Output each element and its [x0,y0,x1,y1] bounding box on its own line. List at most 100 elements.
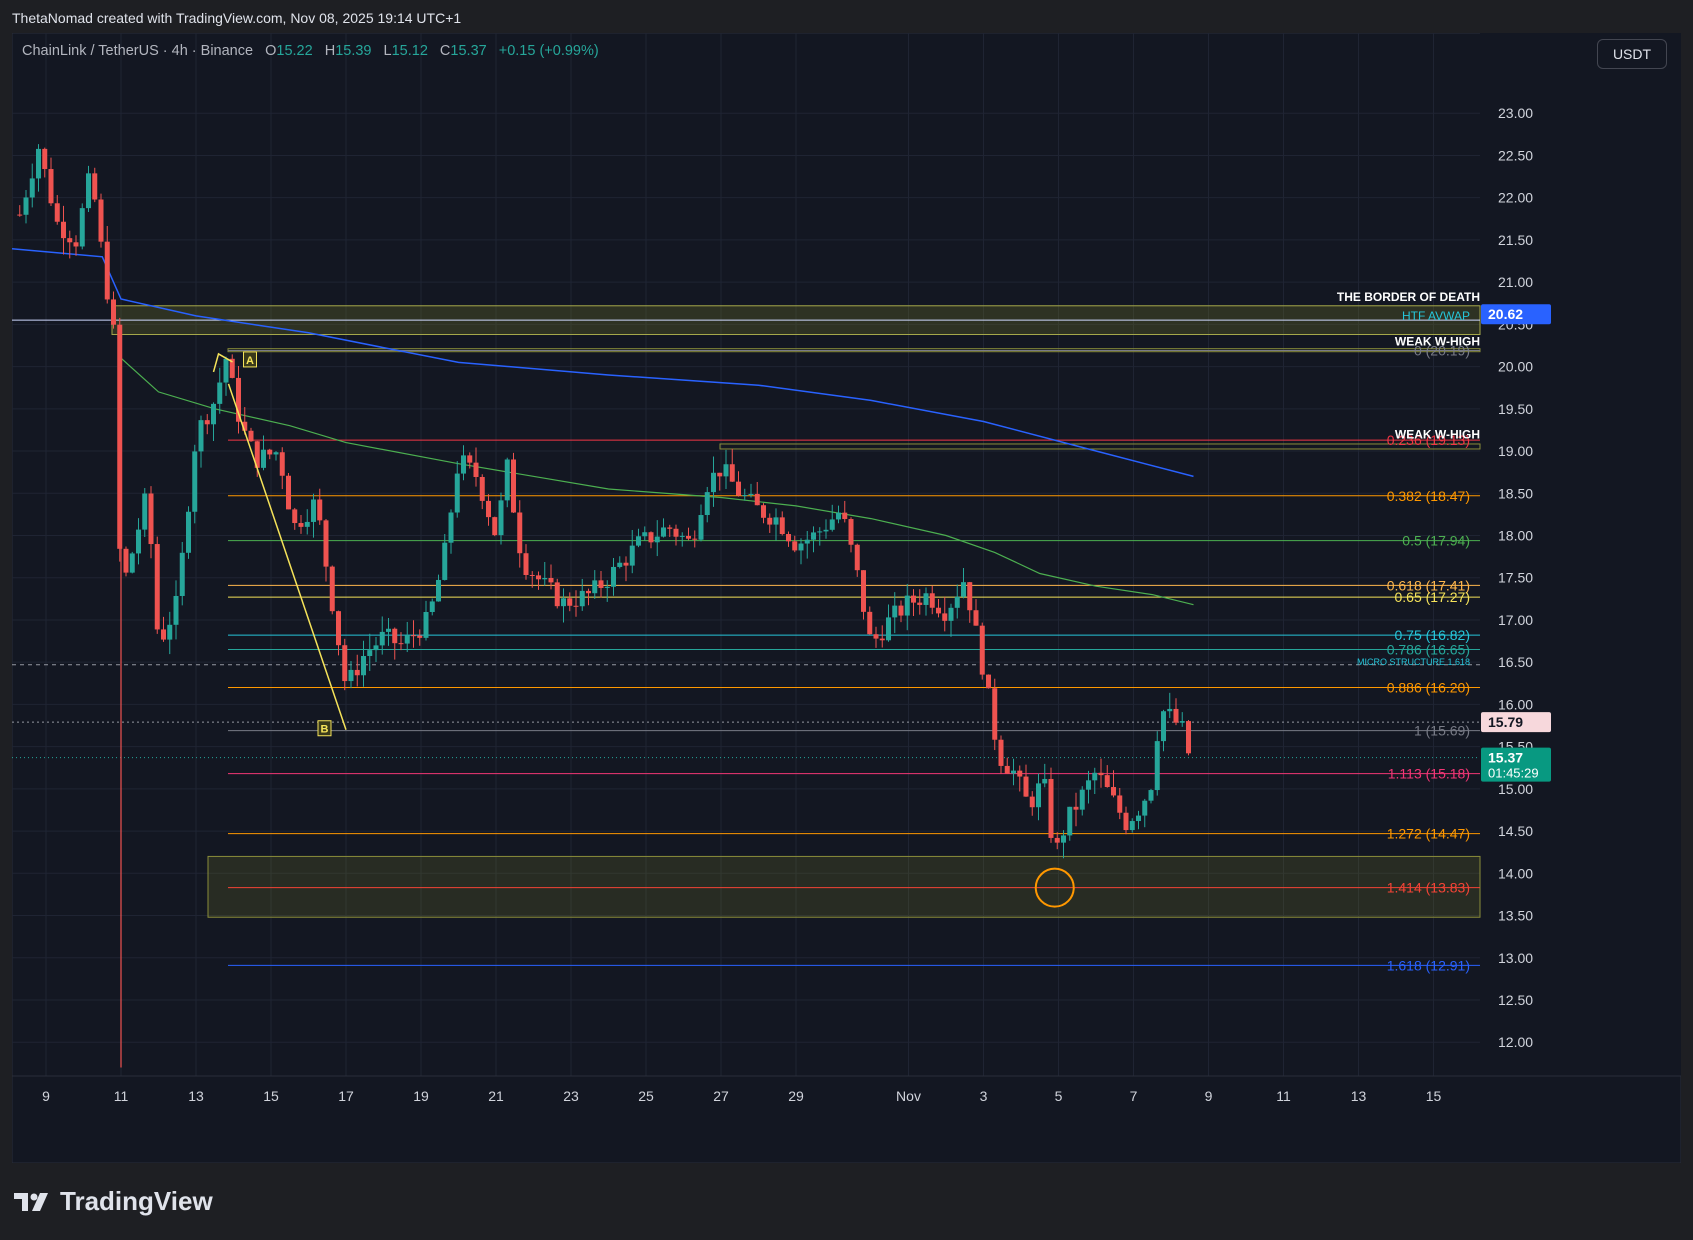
candle[interactable] [1098,772,1104,776]
candle[interactable] [654,536,660,543]
candle[interactable] [54,203,60,222]
candle[interactable] [942,613,948,621]
candle[interactable] [73,242,79,247]
candle[interactable] [786,534,791,542]
candle[interactable] [598,580,604,588]
candle[interactable] [842,512,848,520]
candle[interactable] [23,197,29,215]
candle[interactable] [304,521,310,527]
candle[interactable] [936,607,941,614]
price-axis-background[interactable] [1480,33,1681,1076]
candle[interactable] [386,628,391,632]
candle[interactable] [479,477,485,501]
candle[interactable] [529,575,535,577]
candle[interactable] [142,493,148,530]
candle[interactable] [98,199,104,242]
candle[interactable] [873,634,879,639]
candle[interactable] [954,596,960,608]
candle[interactable] [611,566,616,587]
candle[interactable] [1042,778,1048,784]
candle[interactable] [673,528,679,537]
candle[interactable] [17,214,23,216]
candle[interactable] [898,605,904,616]
candle[interactable] [454,473,460,513]
candle[interactable] [592,580,598,594]
candle[interactable] [179,552,185,596]
candle[interactable] [904,595,910,616]
candle[interactable] [223,358,229,383]
candle[interactable] [767,517,773,525]
candle[interactable] [661,527,666,537]
candle[interactable] [317,499,323,521]
candle[interactable] [554,582,560,607]
candle[interactable] [398,643,404,645]
candle[interactable] [1029,796,1035,808]
candle[interactable] [1023,776,1029,797]
candle[interactable] [267,449,273,455]
candle[interactable] [1129,821,1135,831]
candle[interactable] [1011,770,1016,774]
candle[interactable] [1173,708,1179,723]
candle[interactable] [823,529,829,532]
candle[interactable] [586,590,591,594]
candle[interactable] [198,420,204,452]
candle[interactable] [1054,837,1060,843]
candle[interactable] [1004,765,1010,774]
candle[interactable] [917,602,923,605]
point-a-box[interactable] [243,351,257,368]
candle[interactable] [461,455,466,474]
candle[interactable] [417,635,423,638]
candle[interactable] [604,586,610,588]
candle[interactable] [361,656,366,676]
candle[interactable] [192,451,198,512]
candle[interactable] [279,452,285,476]
candle[interactable] [1067,806,1073,836]
candle[interactable] [173,595,179,625]
candle[interactable] [236,377,241,422]
candle[interactable] [1186,721,1191,754]
candle[interactable] [929,593,935,608]
candle[interactable] [373,645,379,651]
candle[interactable] [311,499,316,522]
candle[interactable] [1179,721,1185,723]
candle[interactable] [1117,795,1123,813]
ab-swing-line[interactable] [227,383,347,730]
price-chart[interactable]: 23.0022.5022.0021.5021.0020.5020.0019.50… [12,33,1681,1163]
candle[interactable] [829,519,835,530]
candle[interactable] [986,674,991,689]
candle[interactable] [242,421,248,431]
candle[interactable] [48,169,54,204]
candle[interactable] [448,512,454,543]
candle[interactable] [186,511,191,553]
candle[interactable] [392,628,398,644]
candle[interactable] [642,532,648,537]
candle[interactable] [561,598,566,607]
candle[interactable] [286,475,291,510]
candle[interactable] [1073,806,1079,810]
candle[interactable] [254,441,260,468]
candle[interactable] [1161,711,1166,742]
candle[interactable] [117,324,123,549]
candle[interactable] [992,688,998,740]
candle[interactable] [854,544,860,571]
candle[interactable] [154,544,160,630]
demand-zone[interactable] [207,855,1481,918]
candle[interactable] [686,535,691,539]
candle[interactable] [861,570,866,612]
candle[interactable] [79,208,85,247]
candle[interactable] [748,493,754,496]
candle[interactable] [486,500,491,518]
candle[interactable] [961,582,966,597]
candle[interactable] [467,455,473,463]
candle[interactable] [336,611,341,646]
candle[interactable] [211,403,216,425]
candle[interactable] [1111,787,1116,796]
candle[interactable] [729,464,735,482]
candle[interactable] [136,529,141,554]
candle[interactable] [742,495,748,497]
candle[interactable] [273,452,279,455]
candle[interactable] [42,148,48,170]
candle[interactable] [629,545,635,566]
candle[interactable] [67,238,73,243]
symbol-name[interactable]: ChainLink / TetherUS · 4h · Binance [22,43,254,59]
